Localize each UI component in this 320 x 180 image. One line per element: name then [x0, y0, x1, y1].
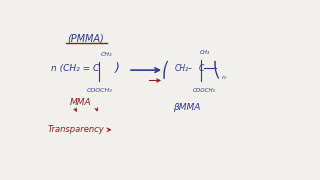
- Text: COOCH₃: COOCH₃: [193, 88, 215, 93]
- Text: COOCH₃: COOCH₃: [87, 88, 113, 93]
- Text: CH₃: CH₃: [101, 52, 112, 57]
- Text: n (CH₂ = C: n (CH₂ = C: [51, 64, 100, 73]
- Text: CH₃: CH₃: [199, 50, 210, 55]
- Text: βMMA: βMMA: [173, 103, 200, 112]
- Text: CH₂–: CH₂–: [175, 64, 193, 73]
- Text: n: n: [222, 75, 226, 80]
- Text: ⎛: ⎛: [161, 60, 169, 78]
- Text: MMA: MMA: [70, 98, 92, 107]
- Text: C: C: [199, 64, 204, 73]
- Text: Transparency: Transparency: [47, 125, 104, 134]
- Text: ): ): [115, 62, 119, 75]
- Text: (PMMA): (PMMA): [68, 33, 104, 43]
- Text: ⎝: ⎝: [212, 60, 220, 78]
